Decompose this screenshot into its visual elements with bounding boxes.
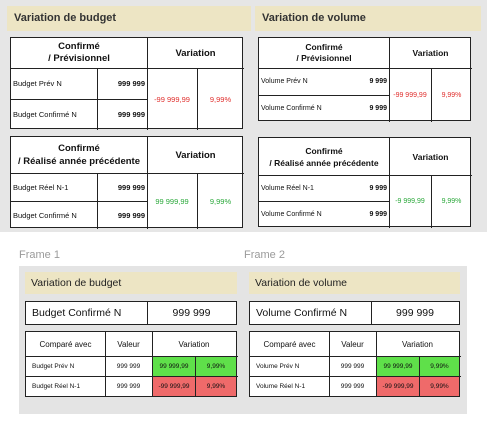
table-row-percent: 9,99% [420,377,459,396]
row-label: Budget Confirmé N [13,210,77,220]
variation-percent: 9,99% [441,198,462,205]
table-row-value: 999 999 [116,363,141,370]
table-row-label: Budget Prév N [32,363,75,370]
row-value: 999 999 [117,79,145,88]
col-variation-header: Variation [402,339,433,349]
row-value: 999 999 [117,110,145,119]
frame-1-label: Frame 1 [19,249,60,261]
budget-previous-year-table: Confirmé / Réalisé année précédente Vari… [10,136,244,229]
table-row-label: Volume Prév N [256,363,300,370]
table-header-left: Confirmé / Réalisé année précédente [18,143,140,167]
table-header-left: Confirmé / Réalisé année précédente [269,145,379,168]
row-value: 9 999 [369,211,387,218]
variation-value: 99 999,99 [155,196,189,206]
row-value: 9 999 [369,184,387,192]
variation-value: -9 999,99 [395,198,425,205]
row-label: Budget Réel N-1 [13,182,69,192]
table-row-variation: 99 999,99 [377,357,419,376]
variation-value: -99 999,99 [393,91,427,99]
variation-value: -99 999,99 [154,94,190,104]
table-row-value: 999 999 [340,363,365,370]
table-row-percent: 9,99% [196,377,236,396]
col-compare-header: Comparé avec [263,339,316,349]
row-label: Budget Prév N [13,79,62,88]
confirmed-value: 999 999 [396,307,434,319]
table-header-left: Confirmé / Prévisionnel [48,41,110,64]
frame-2-title: Variation de volume [255,277,348,289]
table-row-label: Volume Réel N-1 [256,383,306,390]
volume-forecast-table: Confirmé / Prévisionnel Variation Volume… [258,37,472,122]
volume-section-header: Variation de volume [255,6,481,31]
col-value-header: Valeur [117,339,140,349]
col-value-header: Valeur [341,339,364,349]
col-compare-header: Comparé avec [39,339,92,349]
table-header-variation: Variation [175,47,216,59]
frame-2-header: Variation de volume [249,272,460,294]
frame-1-comparison-table: Comparé avec Valeur Variation Budget Pré… [25,331,238,397]
table-row-label: Budget Réel N-1 [32,383,81,390]
variation-percent: 9,99% [441,91,462,99]
table-row-value: 999 999 [116,383,141,390]
confirmed-label: Budget Confirmé N [32,307,122,319]
budget-forecast-table: Confirmé / Prévisionnel Variation Budget… [10,37,244,130]
table-row-percent: 9,99% [420,357,459,376]
confirmed-label: Volume Confirmé N [256,307,348,319]
volume-previous-year-table: Confirmé / Réalisé année précédente Vari… [258,137,472,228]
row-value: 9 999 [369,105,387,112]
table-row-variation: -99 999,99 [377,377,419,396]
row-label: Volume Prév N [261,78,308,85]
budget-section-header: Variation de budget [7,6,251,31]
variation-percent: 9,99% [209,196,232,206]
variation-percent: 9,99% [209,94,232,104]
table-header-variation: Variation [412,48,449,58]
row-label: Volume Confirmé N [261,105,322,112]
row-value: 999 999 [117,210,145,220]
budget-section-title: Variation de budget [14,12,117,24]
table-row-percent: 9,99% [196,357,236,376]
row-value: 999 999 [117,182,145,192]
frame-1-title: Variation de budget [31,277,122,289]
row-label: Budget Confirmé N [13,110,77,119]
table-row-variation: 99 999,99 [153,357,195,376]
frame-1-confirmed-box: Budget Confirmé N 999 999 [25,301,237,325]
table-header-variation: Variation [175,149,216,161]
frame-2-comparison-table: Comparé avec Valeur Variation Volume Pré… [249,331,461,397]
row-label: Volume Réel N-1 [261,184,314,192]
frame-2-confirmed-box: Volume Confirmé N 999 999 [249,301,460,325]
table-row-variation: -99 999,99 [153,377,195,396]
row-value: 9 999 [369,78,387,85]
frame-2-label: Frame 2 [244,249,285,261]
confirmed-value: 999 999 [172,307,211,319]
row-label: Volume Confirmé N [261,211,322,218]
table-header-left: Confirmé / Prévisionnel [296,42,352,63]
table-header-variation: Variation [412,151,449,162]
col-variation-header: Variation [178,339,210,349]
volume-section-title: Variation de volume [262,12,366,24]
frame-1-header: Variation de budget [25,272,237,294]
table-row-value: 999 999 [340,383,365,390]
